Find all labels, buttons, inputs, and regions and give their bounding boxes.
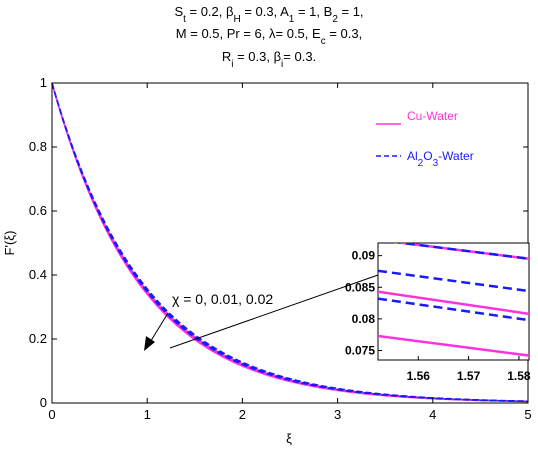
title-line-3: Ri = 0.3, βi= 0.3. <box>222 49 316 70</box>
chart-title: St = 0.2, βH = 0.3, A1 = 1, B2 = 1, M = … <box>174 4 363 70</box>
x-tick-label: 0 <box>48 407 55 422</box>
annotation-arrow-head <box>144 336 155 351</box>
y-tick-label: 0.8 <box>29 139 47 154</box>
y-tick-label: 0.6 <box>29 203 47 218</box>
inset-ticks: 1.56 1.57 1.58 0.075 0.08 0.085 0.09 <box>345 249 531 383</box>
axis-ticks: 0 1 2 3 4 5 0 0.2 0.4 0.6 0.8 1 <box>29 75 532 422</box>
inset-x-tick-label: 1.57 <box>457 369 481 383</box>
y-tick-label: 0 <box>40 395 47 410</box>
legend: Cu-Water Al2O3-Water <box>376 109 474 169</box>
legend-cu-label: Cu-Water <box>407 109 458 123</box>
x-tick-label: 5 <box>524 407 531 422</box>
inset-al-line <box>378 297 529 322</box>
inset-y-tick-label: 0.085 <box>345 280 375 294</box>
inset-x-tick-label: 1.58 <box>507 369 531 383</box>
inset-cu-line <box>378 334 529 357</box>
inset-lines <box>378 243 529 357</box>
inset-y-tick-label: 0.08 <box>352 312 376 326</box>
plot-lines <box>51 82 529 403</box>
x-tick-label: 4 <box>429 407 436 422</box>
y-tick-label: 1 <box>40 75 47 90</box>
title-line-1: St = 0.2, βH = 0.3, A1 = 1, B2 = 1, <box>174 4 363 25</box>
y-axis-label: F'(ξ) <box>2 231 17 256</box>
inset-y-tick-label: 0.075 <box>345 344 375 358</box>
inset-pointer-line <box>169 274 379 349</box>
y-tick-label: 0.2 <box>29 331 47 346</box>
inset-chart: 1.56 1.57 1.58 0.075 0.08 0.085 0.09 <box>345 242 531 383</box>
title-line-2: M = 0.5, Pr = 6, λ= 0.5, Ec = 0.3, <box>176 26 362 47</box>
inset-x-tick-label: 1.56 <box>407 369 431 383</box>
inset-al-line <box>378 269 529 293</box>
inset-al-line <box>393 243 529 261</box>
x-tick-label: 2 <box>239 407 246 422</box>
x-tick-label: 3 <box>334 407 341 422</box>
inset-frame <box>377 242 530 361</box>
x-tick-label: 1 <box>144 407 151 422</box>
parameter-annotation: χ = 0, 0.01, 0.02 <box>172 291 273 307</box>
legend-al-label: Al2O3-Water <box>407 149 474 169</box>
inset-y-tick-label: 0.09 <box>352 249 376 263</box>
x-axis-label: ξ <box>286 431 292 446</box>
al2o3-water-curve <box>51 82 529 403</box>
annotation-arrow-shaft <box>148 312 169 345</box>
y-tick-label: 0.4 <box>29 267 47 282</box>
inset-cu-line <box>378 290 529 316</box>
